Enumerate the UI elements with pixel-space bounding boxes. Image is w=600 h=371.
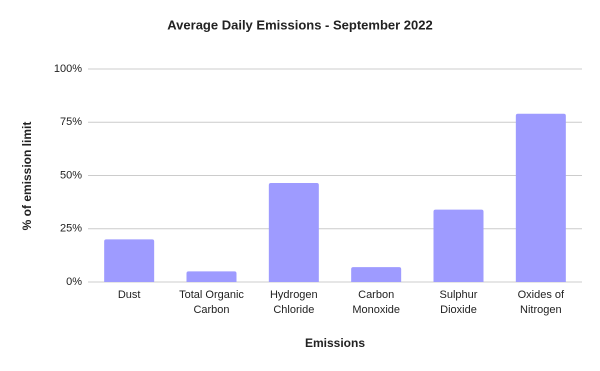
x-tick-label: Total Organic Carbon bbox=[179, 289, 244, 316]
x-axis-title: Emissions bbox=[305, 336, 365, 350]
x-tick-label: Oxides of Nitrogen bbox=[518, 289, 565, 316]
y-tick-label: 50% bbox=[60, 169, 82, 181]
y-tick-label: 75% bbox=[60, 116, 82, 128]
y-tick-label: 100% bbox=[54, 63, 82, 75]
y-tick-label: 25% bbox=[60, 223, 82, 235]
bar bbox=[433, 209, 484, 282]
bar bbox=[515, 113, 566, 282]
chart-title: Average Daily Emissions - September 2022 bbox=[167, 17, 432, 32]
bar bbox=[104, 239, 155, 282]
y-tick-label: 0% bbox=[66, 276, 82, 288]
x-tick-label: Hydrogen Chloride bbox=[270, 289, 318, 316]
bar bbox=[268, 182, 319, 282]
y-axis-title: % of emission limit bbox=[20, 122, 34, 231]
bar bbox=[351, 267, 402, 282]
x-tick-label: Dust bbox=[118, 289, 141, 301]
x-tick-label: Carbon Monoxide bbox=[352, 289, 400, 316]
x-tick-label: Sulphur Dioxide bbox=[440, 289, 478, 316]
bar bbox=[186, 271, 237, 282]
